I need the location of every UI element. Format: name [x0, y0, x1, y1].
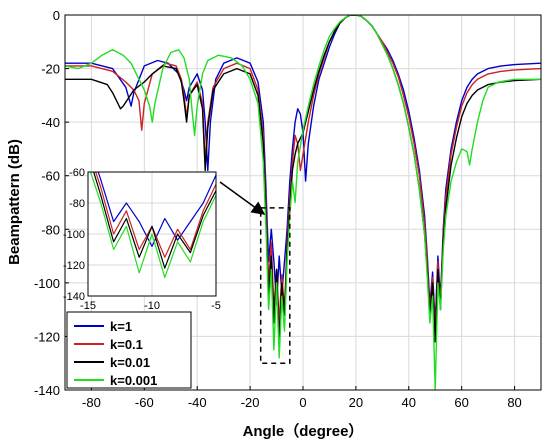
x-axis-label: Angle（degree）: [243, 422, 364, 440]
y-tick-label: 0: [53, 8, 60, 23]
x-tick-label: -20: [241, 395, 260, 410]
x-tick-label: -40: [188, 395, 207, 410]
inset-ticks: -15 -10 -5 -60 -80 -100 -120 -140: [63, 167, 221, 312]
x-tick-label: 0: [299, 395, 306, 410]
y-tick-label: -80: [41, 222, 60, 237]
series-line-4: [65, 15, 541, 390]
legend-label-3: k=0.01: [110, 355, 150, 370]
legend-box: [66, 311, 192, 389]
inset-y-tick-label: -100: [63, 229, 85, 241]
y-tick-label: -40: [41, 115, 60, 130]
series-layer: [65, 15, 541, 390]
inset-y-tick-label: -60: [69, 167, 85, 179]
legend-label-2: k=0.1: [110, 337, 143, 352]
y-tick-label: -20: [41, 62, 60, 77]
x-tick-label: -60: [135, 395, 154, 410]
inset-x-tick-label: -15: [80, 300, 96, 312]
zoom-arrow: [219, 181, 266, 215]
y-tick-label: -100: [34, 276, 60, 291]
y-tick-label: -120: [34, 329, 60, 344]
x-axis-ticks: -80 -60 -40 -20 0 20 40 60 80: [82, 386, 522, 410]
legend-label-1: k=1: [110, 319, 132, 334]
x-tick-label: 40: [402, 395, 416, 410]
inset-y-tick-label: -80: [69, 198, 85, 210]
inset-x-tick-label: -10: [144, 300, 160, 312]
inset-frame: [87, 171, 217, 297]
inset-y-tick-label: -140: [63, 291, 85, 303]
y-axis-label: Beampattern (dB): [6, 139, 23, 265]
y-tick-label: -140: [34, 383, 60, 398]
y-axis-ticks: 0 -20 -40 -60 -80 -100 -120 -140: [34, 8, 69, 398]
inset-y-tick-label: -120: [63, 260, 85, 272]
x-tick-label: -80: [82, 395, 101, 410]
x-tick-label: 80: [507, 395, 521, 410]
legend-label-4: k=0.001: [110, 373, 157, 388]
zoom-region-box: [259, 207, 291, 364]
x-tick-label: 60: [454, 395, 468, 410]
x-tick-label: 20: [349, 395, 363, 410]
legend: k=1 k=0.1 k=0.01 k=0.001: [66, 311, 192, 389]
inset-x-tick-label: -5: [211, 300, 221, 312]
y-tick-label: -60: [41, 169, 60, 184]
